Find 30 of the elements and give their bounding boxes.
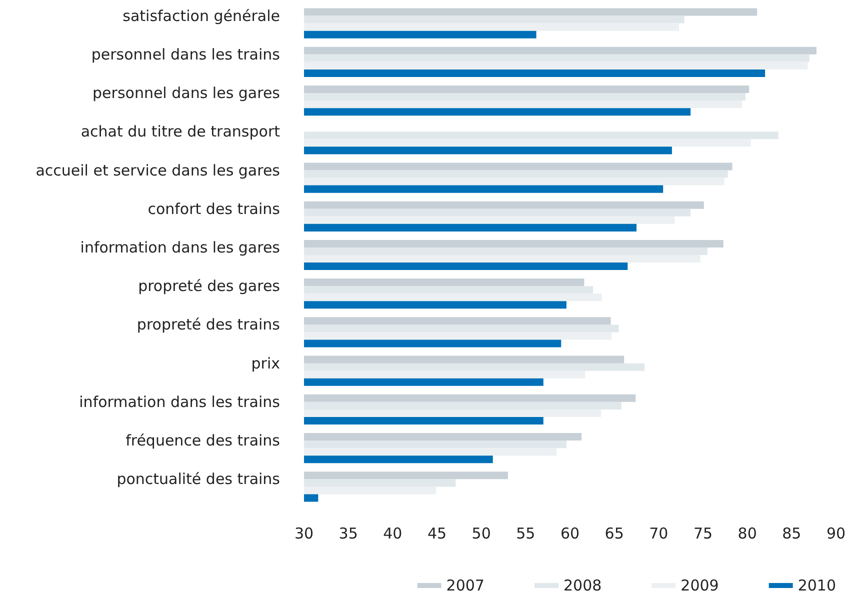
y-tick-label: fréquence des trains bbox=[126, 432, 280, 450]
y-tick-label: prix bbox=[251, 354, 280, 372]
y-tick-label: personnel dans les trains bbox=[91, 45, 280, 64]
y-tick-label: achat du titre de transport bbox=[80, 122, 280, 141]
y-tick-label: information dans les trains bbox=[79, 392, 280, 411]
x-tick-label: 55 bbox=[516, 524, 536, 542]
legend-label: 2010 bbox=[798, 576, 836, 594]
y-tick-label: accueil et service dans les gares bbox=[36, 161, 280, 180]
x-tick-label: 45 bbox=[427, 524, 447, 542]
y-tick-label: ponctualité des trains bbox=[116, 470, 280, 488]
x-tick-label: 35 bbox=[338, 524, 358, 542]
x-tick-label: 50 bbox=[472, 524, 491, 542]
x-tick-label: 40 bbox=[383, 524, 402, 542]
legend-label: 2008 bbox=[563, 576, 602, 594]
legend-label: 2009 bbox=[680, 576, 719, 594]
y-tick-label: satisfaction générale bbox=[122, 6, 280, 25]
x-tick-label: 80 bbox=[738, 524, 757, 542]
y-tick-label: personnel dans les gares bbox=[92, 84, 280, 102]
x-tick-label: 65 bbox=[604, 524, 624, 542]
legend-label: 2007 bbox=[446, 576, 484, 594]
x-tick-label: 85 bbox=[782, 524, 802, 542]
y-tick-label: confort des trains bbox=[148, 200, 280, 218]
x-tick-label: 75 bbox=[693, 524, 713, 542]
x-tick-label: 60 bbox=[560, 524, 580, 542]
x-tick-label: 70 bbox=[649, 524, 668, 542]
x-tick-label: 30 bbox=[294, 524, 314, 542]
y-tick-label: propreté des gares bbox=[138, 277, 280, 296]
y-tick-label: information dans les gares bbox=[80, 238, 280, 256]
x-tick-label: 90 bbox=[826, 524, 846, 542]
y-tick-label: propreté des trains bbox=[136, 316, 280, 334]
